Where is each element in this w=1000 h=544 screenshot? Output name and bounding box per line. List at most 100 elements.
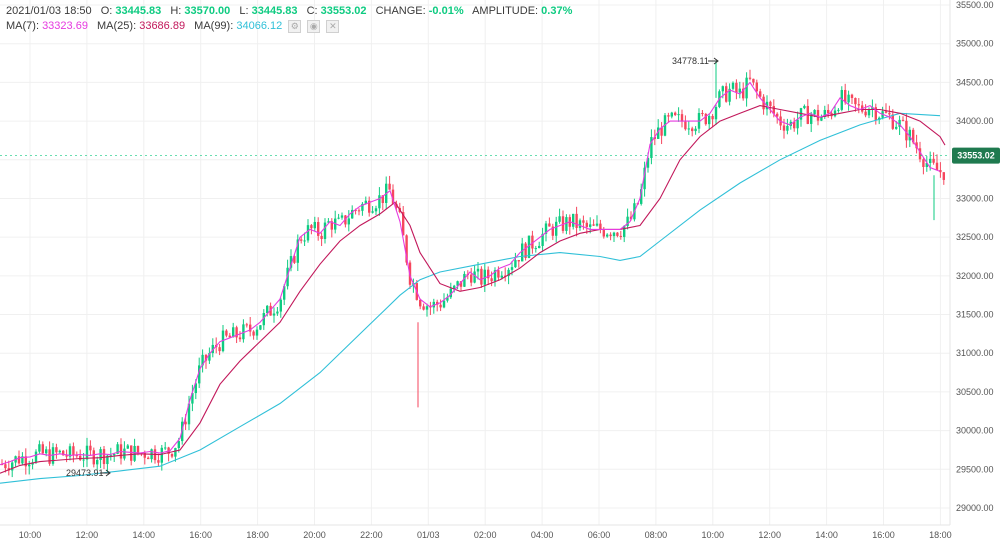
close-value: 33553.02 xyxy=(320,5,367,17)
candle-body xyxy=(357,210,361,212)
candle-body xyxy=(82,459,85,461)
candle-body xyxy=(225,330,228,336)
candle-body xyxy=(79,455,82,460)
candle-body xyxy=(925,163,928,167)
candle-body xyxy=(296,239,299,263)
candle-body xyxy=(874,107,877,120)
candle-body xyxy=(721,86,724,92)
settings-icon[interactable]: ⚙ xyxy=(288,19,302,33)
candle-body xyxy=(555,221,558,236)
candle-body xyxy=(561,216,565,231)
y-tick-label: 29500.00 xyxy=(956,464,994,474)
candle-body xyxy=(255,329,259,336)
x-tick-label: 02:00 xyxy=(474,530,497,540)
y-tick-label: 35500.00 xyxy=(956,0,994,10)
amplitude-label: AMPLITUDE: xyxy=(472,5,539,17)
candle-body xyxy=(619,235,622,237)
candle-body xyxy=(939,170,942,173)
candle-body xyxy=(578,220,582,228)
x-tick-label: 16:00 xyxy=(872,530,895,540)
x-tick-label: 04:00 xyxy=(531,530,554,540)
candle-body xyxy=(738,88,741,93)
candle-body xyxy=(677,114,680,116)
candle-body xyxy=(41,444,44,454)
candle-body xyxy=(837,109,840,111)
candle-body xyxy=(565,217,568,231)
candle-body xyxy=(300,239,303,241)
candle-body xyxy=(898,119,901,127)
candle-body xyxy=(422,306,425,310)
candle-body xyxy=(266,305,269,314)
candle-body xyxy=(884,111,888,113)
candle-body xyxy=(929,158,932,164)
x-tick-label: 20:00 xyxy=(303,530,326,540)
candle-body xyxy=(813,109,816,115)
close-icon[interactable]: ✕ xyxy=(326,19,340,33)
candle-body xyxy=(283,286,286,300)
candle-body xyxy=(589,224,592,227)
candle-body xyxy=(823,109,826,117)
candle-body xyxy=(228,335,231,338)
candle-body xyxy=(521,243,524,262)
change-label: CHANGE: xyxy=(375,5,426,17)
candle-body xyxy=(616,232,619,236)
candle-body xyxy=(544,223,548,234)
candle-body xyxy=(932,158,935,163)
eye-icon[interactable]: ◉ xyxy=(307,19,321,33)
ohlc-row: 2021/01/03 18:50 O: 33445.83 H: 33570.00… xyxy=(6,4,572,19)
candle-body xyxy=(62,450,65,456)
candle-body xyxy=(147,457,150,460)
candle-body xyxy=(187,403,191,425)
candle-body xyxy=(599,223,602,231)
candle-body xyxy=(524,243,527,258)
candle-body xyxy=(289,256,293,268)
open-value: 33445.83 xyxy=(115,5,162,17)
last-price-label: 33553.02 xyxy=(957,151,995,161)
candle-body xyxy=(935,162,939,171)
candle-body xyxy=(912,129,915,143)
candle-body xyxy=(459,281,463,287)
candle-body xyxy=(585,222,588,227)
last-price-tag xyxy=(952,147,1000,164)
candles xyxy=(0,69,945,478)
ma99-value: 34066.12 xyxy=(236,20,283,32)
ma99-line xyxy=(0,112,941,484)
ma25-line xyxy=(0,105,946,474)
candle-body xyxy=(102,449,106,465)
candle-body xyxy=(425,306,429,310)
candle-body xyxy=(623,225,626,237)
candle-body xyxy=(323,222,327,239)
amplitude-value: 0.37% xyxy=(541,5,573,17)
x-tick-label: 18:00 xyxy=(929,530,952,540)
candle-body xyxy=(538,245,541,249)
candle-body xyxy=(126,445,129,449)
candle-body xyxy=(657,127,660,139)
candle-body xyxy=(211,344,214,354)
candle-body xyxy=(704,113,707,125)
candle-body xyxy=(136,445,140,454)
ma25-label: MA(25): xyxy=(97,20,137,32)
high-arrow-icon xyxy=(708,57,719,65)
candle-body xyxy=(198,365,201,384)
low-annotation: 29473.91 xyxy=(66,468,104,478)
open-label: O: xyxy=(100,5,113,17)
y-tick-label: 29000.00 xyxy=(956,503,994,513)
candle-body xyxy=(388,183,391,190)
candle-body xyxy=(470,274,473,283)
candle-body xyxy=(782,125,786,131)
candle-body xyxy=(106,455,109,465)
candle-body xyxy=(85,445,89,460)
candle-body xyxy=(793,121,796,129)
candle-body xyxy=(660,127,663,136)
candle-body xyxy=(517,260,520,262)
candle-body xyxy=(28,464,31,467)
candle-body xyxy=(48,449,51,464)
candle-body xyxy=(109,455,112,457)
candle-body xyxy=(368,200,371,213)
candle-body xyxy=(218,347,221,352)
x-tick-label: 22:00 xyxy=(360,530,383,540)
candle-body xyxy=(303,240,306,242)
candle-body xyxy=(691,128,694,132)
